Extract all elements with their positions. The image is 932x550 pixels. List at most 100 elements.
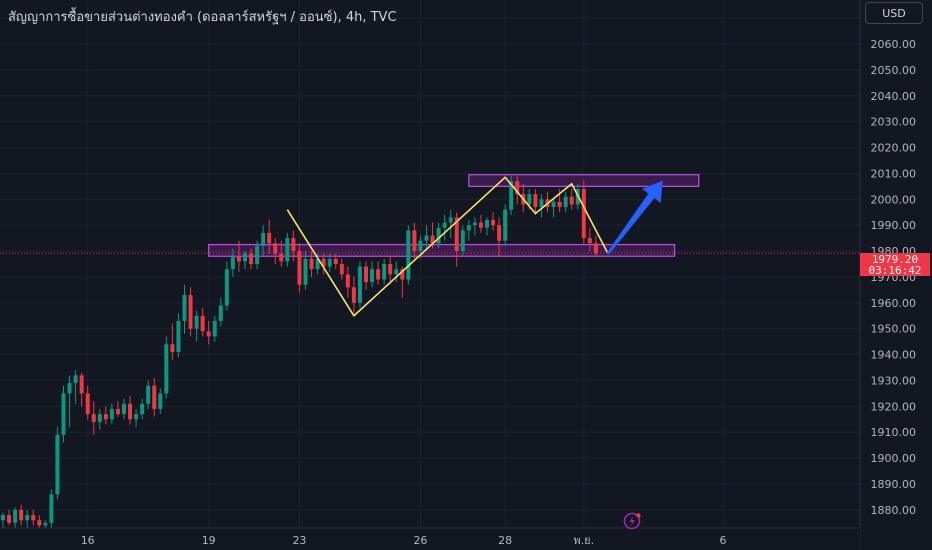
- price-tick-label: 2030.00: [871, 116, 917, 129]
- candle: [212, 315, 217, 342]
- time-tick-label: พ.ย.: [573, 534, 594, 547]
- candle: [55, 427, 60, 500]
- candle: [134, 408, 139, 428]
- candle-body: [279, 253, 284, 262]
- candle: [388, 256, 393, 285]
- candle: [152, 377, 157, 417]
- candle-body: [13, 509, 18, 523]
- candle: [249, 248, 254, 270]
- candle-body: [581, 188, 586, 239]
- candle: [206, 320, 211, 345]
- candle-body: [109, 408, 114, 420]
- candle: [551, 199, 556, 218]
- time-axis[interactable]: 16 19 23 26 28 พ.ย. 6: [0, 527, 860, 550]
- price-tick-label: 1950.00: [871, 323, 917, 336]
- zones-layer[interactable]: [208, 174, 700, 257]
- time-tick-label: 16: [81, 534, 95, 547]
- candle-body: [460, 230, 465, 252]
- candle-body: [382, 264, 387, 280]
- candle-body: [466, 225, 471, 231]
- price-tick-label: 1900.00: [871, 452, 917, 465]
- candle: [442, 214, 447, 241]
- price-tick-label: 1910.00: [871, 426, 917, 439]
- candle-body: [593, 243, 598, 254]
- candle: [109, 403, 114, 425]
- candle-body: [122, 403, 126, 415]
- candle-body: [297, 251, 302, 285]
- candle: [593, 235, 598, 257]
- candle: [587, 227, 592, 252]
- candle: [85, 385, 90, 420]
- candle-body: [587, 238, 592, 244]
- candle-body: [224, 269, 229, 306]
- candle: [200, 308, 205, 337]
- time-tick-label: 28: [498, 534, 512, 547]
- arrow-layer[interactable]: [606, 180, 663, 255]
- candle: [472, 217, 477, 236]
- chart-title: สัญญาการซื้อขายส่วนต่างทองคำ (ดอลลาร์สหร…: [8, 10, 397, 25]
- pattern-line[interactable]: [286, 176, 609, 317]
- candle-body: [478, 222, 483, 228]
- bar-countdown: 03:16:42: [868, 263, 922, 277]
- candle-body: [267, 232, 272, 244]
- candle-body: [497, 225, 502, 241]
- candle: [140, 398, 145, 420]
- candle-body: [400, 269, 405, 280]
- candle-body: [430, 235, 435, 244]
- candle-body: [31, 515, 36, 521]
- candle-body: [158, 393, 163, 409]
- candle: [569, 188, 574, 210]
- candle-body: [376, 269, 381, 280]
- candle: [188, 287, 193, 337]
- candle-body: [164, 344, 169, 394]
- candle: [327, 253, 332, 272]
- currency-button[interactable]: USD: [865, 2, 923, 24]
- candle-body: [551, 201, 556, 208]
- chart-grid: [0, 0, 860, 528]
- candle-body: [339, 264, 344, 275]
- candle-body: [25, 515, 30, 521]
- candle: [339, 258, 344, 280]
- candle-body: [115, 408, 120, 415]
- candle-body: [85, 393, 90, 415]
- candle: [25, 509, 30, 528]
- candle: [73, 370, 78, 404]
- candle-body: [448, 217, 453, 223]
- candle-body: [55, 434, 60, 495]
- candle-body: [533, 194, 538, 208]
- candle: [297, 243, 302, 293]
- candle: [436, 222, 441, 249]
- candle: [394, 261, 399, 283]
- price-tick-label: 2060.00: [871, 38, 917, 51]
- candle: [497, 217, 502, 257]
- candle: [345, 266, 350, 298]
- candle: [309, 251, 314, 277]
- candle-body: [261, 232, 266, 246]
- candle: [49, 489, 54, 528]
- lightning-icon[interactable]: [623, 512, 641, 530]
- candle: [351, 276, 356, 314]
- candle: [291, 230, 296, 262]
- time-tick-label: 6: [719, 534, 726, 547]
- candle-body: [230, 256, 235, 270]
- candle: [581, 181, 586, 244]
- candle: [460, 225, 465, 257]
- candle: [285, 232, 290, 267]
- time-axis-bg: [0, 528, 860, 550]
- candle-body: [527, 194, 532, 205]
- price-tick-label: 2020.00: [871, 142, 917, 155]
- candle: [563, 191, 568, 213]
- pattern-layer[interactable]: [286, 176, 609, 317]
- candle-body: [569, 196, 574, 205]
- candle-body: [79, 375, 84, 394]
- candle: [515, 176, 520, 205]
- candle-body: [563, 196, 568, 208]
- candle: [533, 188, 538, 215]
- support-zone[interactable]: [208, 243, 676, 257]
- candle: [97, 408, 102, 430]
- candle-body: [351, 287, 356, 303]
- price-tick-label: 1920.00: [871, 400, 917, 413]
- forecast-arrow[interactable]: [606, 180, 663, 255]
- candle-body: [412, 230, 417, 252]
